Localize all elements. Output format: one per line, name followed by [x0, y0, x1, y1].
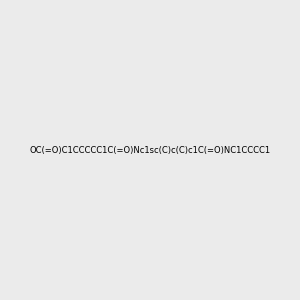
Text: OC(=O)C1CCCCC1C(=O)Nc1sc(C)c(C)c1C(=O)NC1CCCC1: OC(=O)C1CCCCC1C(=O)Nc1sc(C)c(C)c1C(=O)NC… — [29, 146, 271, 154]
